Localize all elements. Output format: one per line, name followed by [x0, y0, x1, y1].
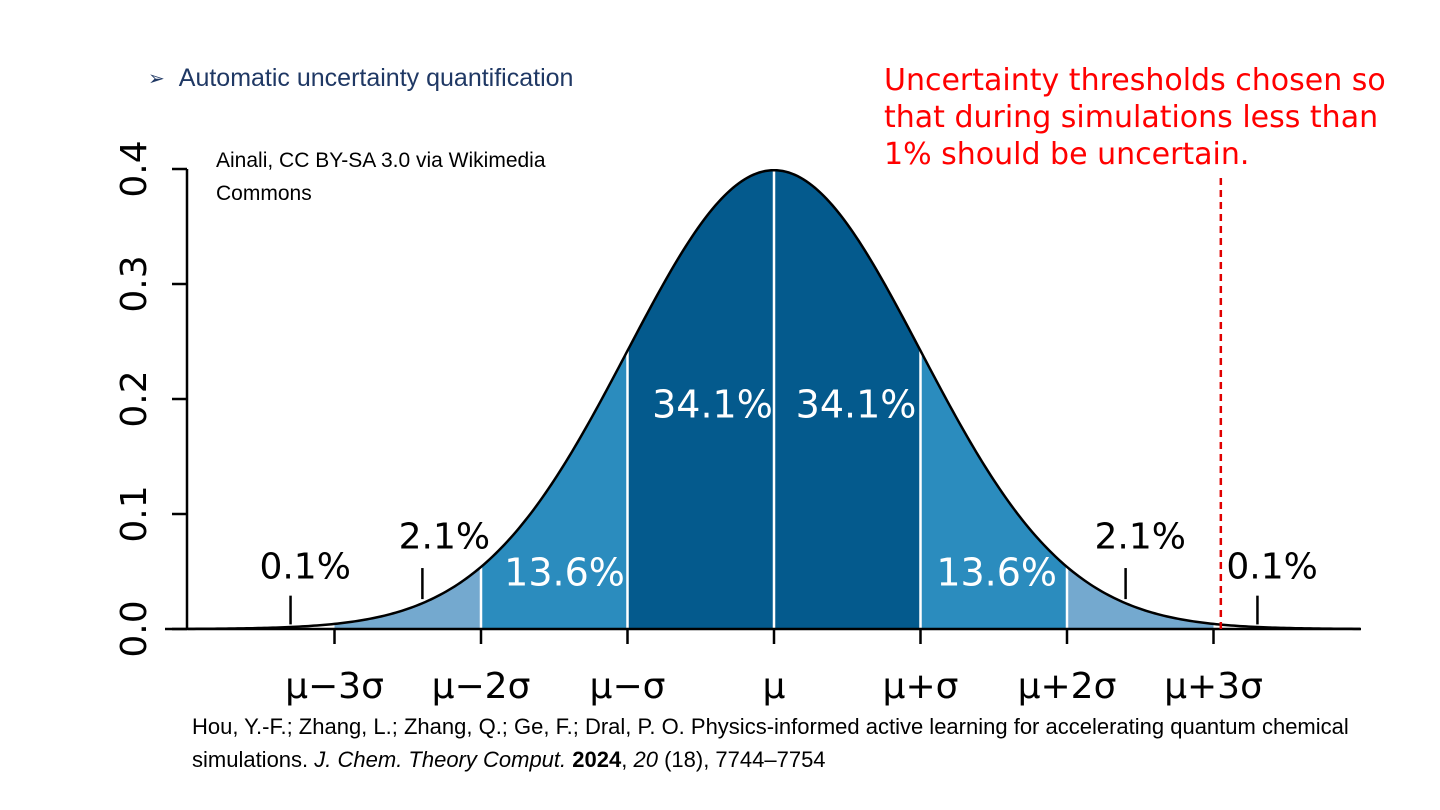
- band-label-4: 13.6%: [936, 550, 1057, 594]
- band-area-5: [1067, 566, 1214, 629]
- x-tick-label-1: μ−2σ: [432, 666, 531, 707]
- tail-label-2: 2.1%: [1095, 517, 1186, 558]
- y-tick-label-3: 0.3: [114, 255, 155, 312]
- arrow-bullet-icon: ➢: [148, 68, 165, 90]
- y-tick-label-2: 0.2: [114, 370, 155, 427]
- citation: Hou, Y.-F.; Zhang, L.; Zhang, Q.; Ge, F.…: [192, 714, 1349, 772]
- citation-issue: (18), 7744–7754: [664, 747, 826, 772]
- bullet-text: Automatic uncertainty quantification: [178, 64, 574, 92]
- band-label-3: 34.1%: [796, 382, 917, 426]
- bullet-point: ➢ Automatic uncertainty quantification: [148, 64, 573, 93]
- y-tick-label-0: 0.0: [114, 600, 155, 657]
- band-area-0: [334, 566, 481, 629]
- tail-label-1: 2.1%: [399, 517, 490, 558]
- x-tick-label-3: μ: [763, 666, 786, 707]
- x-tick-label-5: μ+2σ: [1018, 666, 1117, 707]
- tail-label-0: 0.1%: [259, 546, 350, 587]
- threshold-annotation: Uncertainty thresholds chosen so that du…: [884, 63, 1386, 172]
- citation-journal: J. Chem. Theory Comput.: [314, 747, 567, 772]
- band-label-2: 34.1%: [652, 382, 773, 426]
- band-label-1: 13.6%: [504, 550, 625, 594]
- y-tick-label-4: 0.4: [114, 140, 155, 197]
- x-tick-label-2: μ−σ: [590, 666, 666, 707]
- image-credit: Ainali, CC BY-SA 3.0 via Wikimedia Commo…: [216, 149, 546, 205]
- citation-authors: Hou, Y.-F.; Zhang, L.; Zhang, Q.; Ge, F.…: [192, 714, 1349, 772]
- citation-volume: 20: [633, 747, 658, 772]
- x-tick-label-0: μ−3σ: [285, 666, 384, 707]
- x-tick-label-6: μ+3σ: [1164, 666, 1263, 707]
- density-curve: [187, 168, 1361, 631]
- citation-year: 2024: [572, 747, 622, 772]
- x-tick-label-4: μ+σ: [883, 666, 959, 707]
- tail-label-3: 0.1%: [1226, 546, 1317, 587]
- y-tick-label-1: 0.1: [114, 485, 155, 542]
